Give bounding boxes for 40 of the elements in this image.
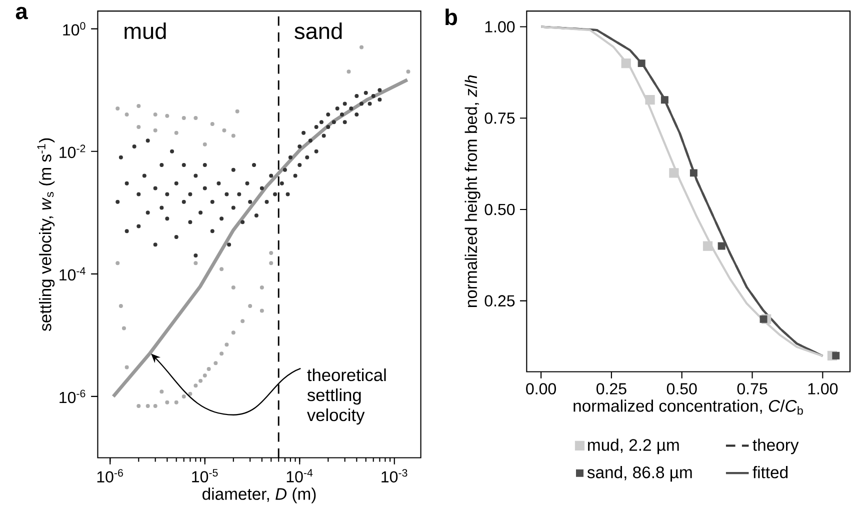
x-tick-label: 0.00 [526,383,556,394]
legend-label: mud, 2.2 µm [588,438,679,454]
point [669,168,679,178]
annotation: sand [294,22,342,40]
x-tick-label: 0.75 [737,383,768,394]
annotation: mud [124,22,166,40]
y-tick-label: 1.00 [485,21,515,32]
point [832,352,840,360]
x-axis-title: diameter, D (m) [202,488,316,504]
point [702,241,713,251]
x-tick-label: 0.25 [596,383,626,394]
y-axis-title: settling velocity, w$_{s}$ (m s$^{-1}$) [37,138,55,331]
y-axis-title: normalized height from bed, z/h [464,75,480,308]
x-tick-label: 0.50 [666,383,697,394]
y-tick-label: 0.25 [484,295,515,306]
legend-label: theory [752,438,799,454]
point [645,95,655,105]
chart-title: a [16,6,28,20]
chart-title: b [446,8,457,26]
x-axis-title: normalized concentration, C/C$_{b}$ [574,400,803,415]
x-tick-label: 10$^{-5}$ [192,469,218,482]
point [638,60,646,68]
y-tick-label: 10$^{0}$ [63,22,86,36]
x-tick-label: 1.00 [808,383,838,394]
x-tick-label: 10$^{-6}$ [97,469,123,483]
legend-label: fitted [752,466,788,478]
x-tick-label: 10$^{-4}$ [286,469,313,482]
point [690,169,698,177]
point [760,315,768,323]
y-tick-label: 10$^{-4}$ [60,267,86,281]
y-tick-label: 10$^{-2}$ [60,144,86,158]
point [660,96,668,104]
x-tick-label: 10$^{-3}$ [382,469,408,483]
y-tick-label: 0.50 [484,204,515,216]
point [621,58,631,68]
annotation: theoretical settling velocity [307,368,386,425]
line-series [540,26,824,358]
legend-label: sand, 86.8 µm [587,466,692,482]
y-tick-label: 0.75 [484,112,515,124]
point [718,242,726,250]
